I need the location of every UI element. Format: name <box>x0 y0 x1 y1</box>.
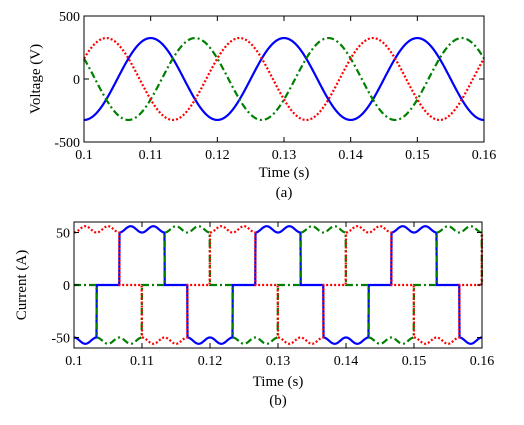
current-chart-caption: (b) <box>269 393 287 409</box>
y-tick-label: -500 <box>54 136 80 151</box>
y-tick-label: 500 <box>59 10 80 25</box>
current-chart: 0.1 0.11 0.12 0.13 0.14 0.15 0.16 50 0 -50 Time (… <box>14 221 494 409</box>
y-tick-label: 0 <box>73 73 80 88</box>
current-series-line-0 <box>73 225 483 345</box>
voltage-series-group <box>83 36 485 122</box>
current-y-axis-label: Current (A) <box>14 250 30 320</box>
voltage-plot-frame <box>83 15 485 143</box>
current-series-line-1 <box>74 225 484 345</box>
y-tick-label: 50 <box>56 227 70 242</box>
current-x-axis-label: Time (s) <box>253 374 304 390</box>
x-tick-label: 0.12 <box>205 148 230 163</box>
x-tick-label: 0.12 <box>198 354 223 369</box>
x-tick-label: 0.15 <box>402 354 427 369</box>
voltage-chart-caption: (a) <box>276 185 293 201</box>
current-series-group <box>73 225 484 345</box>
voltage-ticks: 0.1 0.11 0.12 0.13 0.14 0.15 0.16 500 0 -500 <box>54 10 496 163</box>
voltage-series-line-0 <box>83 36 485 122</box>
voltage-chart: 0.1 0.11 0.12 0.13 0.14 0.15 0.16 500 0 -500 Time… <box>28 10 496 201</box>
y-tick-label: 0 <box>63 279 70 294</box>
x-tick-label: 0.14 <box>334 354 359 369</box>
voltage-y-axis-label: Voltage (V) <box>28 44 44 114</box>
x-tick-label: 0.14 <box>338 148 363 163</box>
x-tick-label: 0.15 <box>405 148 430 163</box>
x-tick-label: 0.13 <box>272 148 297 163</box>
voltage-x-axis-label: Time (s) <box>259 165 310 181</box>
x-tick-label: 0.1 <box>65 354 83 369</box>
x-tick-label: 0.1 <box>75 148 93 163</box>
x-tick-label: 0.16 <box>470 354 495 369</box>
current-series-line-2 <box>73 225 484 345</box>
x-tick-label: 0.13 <box>266 354 291 369</box>
x-tick-label: 0.11 <box>139 148 163 163</box>
x-tick-label: 0.16 <box>472 148 497 163</box>
current-ticks: 0.1 0.11 0.12 0.13 0.14 0.15 0.16 50 0 -50 <box>51 222 494 369</box>
y-tick-label: -50 <box>51 332 70 347</box>
x-tick-label: 0.11 <box>130 354 154 369</box>
voltage-series-line-2 <box>83 36 485 122</box>
